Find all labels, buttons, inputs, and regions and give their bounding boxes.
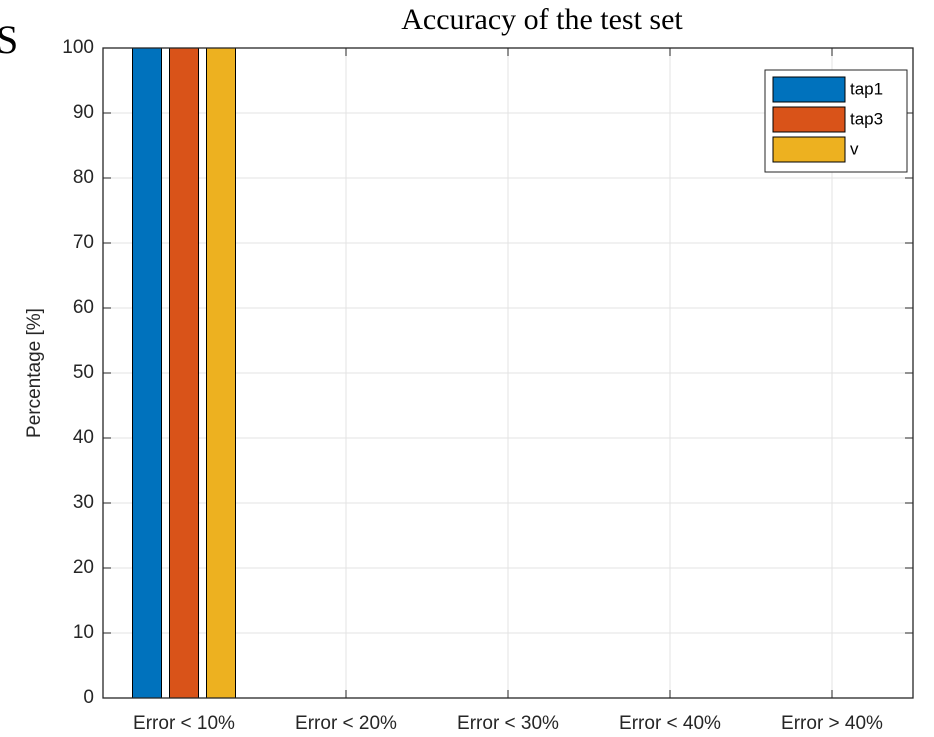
bar: [206, 47, 236, 699]
x-tick-label: Error < 20%: [295, 713, 397, 734]
x-tick-label: Error < 40%: [619, 713, 721, 734]
y-tick-label: 30: [73, 492, 94, 513]
legend-label: v: [850, 139, 859, 158]
bar: [169, 47, 199, 699]
y-tick-label: 0: [83, 687, 94, 708]
y-tick-label: 60: [73, 297, 94, 318]
legend-swatch: [772, 76, 846, 103]
y-tick-label: 50: [73, 362, 94, 383]
y-tick-label: 90: [73, 102, 94, 123]
y-tick-label: 70: [73, 232, 94, 253]
legend-label: tap1: [850, 79, 883, 98]
y-axis-label: Percentage [%]: [24, 308, 45, 438]
chart-title: Accuracy of the test set: [401, 3, 683, 36]
legend-label: tap3: [850, 109, 883, 128]
y-tick-label: 10: [73, 622, 94, 643]
annotation: S: [0, 17, 18, 62]
legend-swatch: [772, 136, 846, 163]
y-tick-label: 100: [62, 37, 94, 58]
axes-box: [102, 47, 914, 699]
y-tick-label: 40: [73, 427, 94, 448]
y-tick-label: 20: [73, 557, 94, 578]
legend-swatch: [772, 106, 846, 133]
y-tick-label: 80: [73, 167, 94, 188]
bar: [132, 47, 162, 699]
x-tick-label: Error < 10%: [133, 713, 235, 734]
x-tick-label: Error > 40%: [781, 713, 883, 734]
x-tick-label: Error < 30%: [457, 713, 559, 734]
